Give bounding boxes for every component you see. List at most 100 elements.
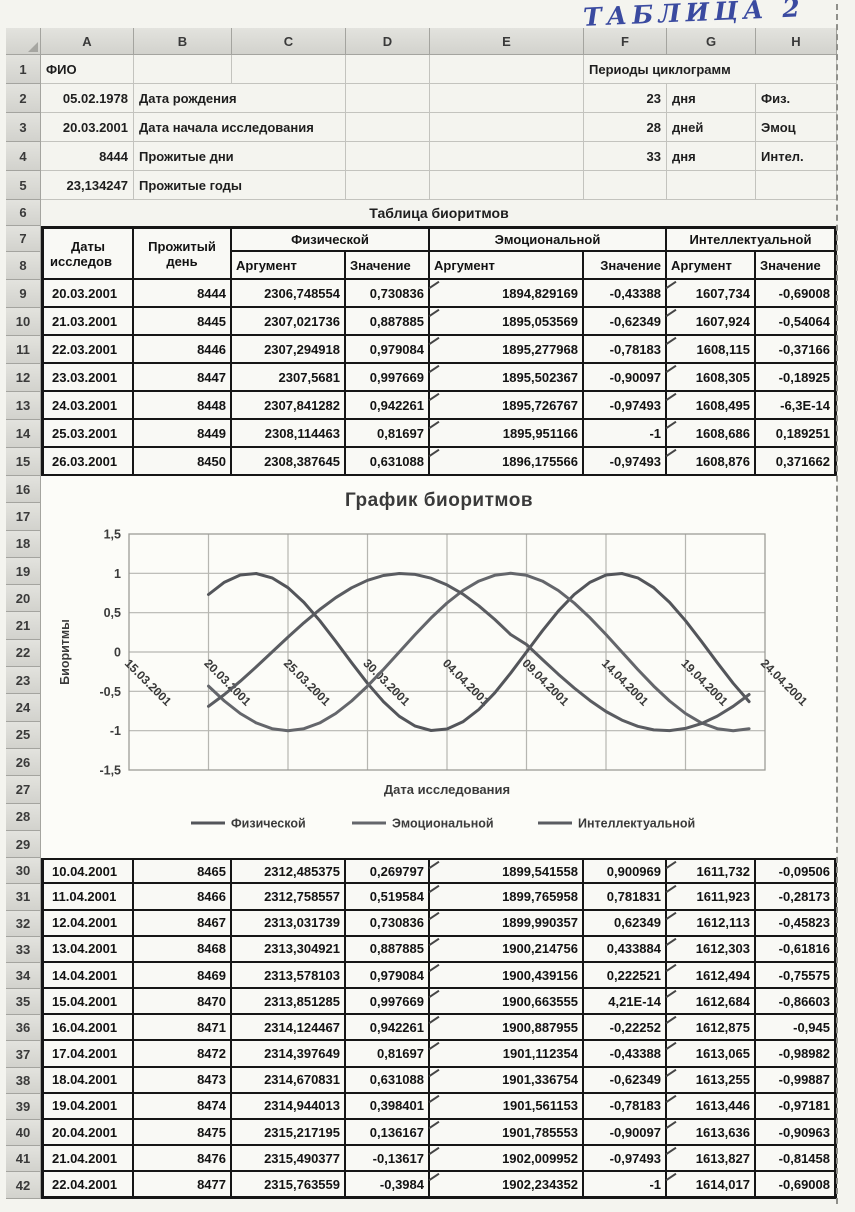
cell-G4: дня xyxy=(667,142,756,171)
cell-E11: 1895,277968 xyxy=(430,336,584,364)
cell-D10: 0,887885 xyxy=(346,308,430,336)
row-header-11: 11 xyxy=(6,336,41,364)
row-header-33: 33 xyxy=(6,936,41,963)
cell-B11: 8446 xyxy=(134,336,232,364)
cell-F34: 0,222521 xyxy=(584,962,667,990)
cell-C12: 2307,5681 xyxy=(232,364,346,392)
cell-D9: 0,730836 xyxy=(346,280,430,308)
cell-C38: 2314,670831 xyxy=(232,1067,346,1094)
row-header-24: 24 xyxy=(6,694,41,722)
y-tick-label: -0,5 xyxy=(99,685,121,699)
x-tick-label: 20.03.2001 xyxy=(201,656,254,709)
row-header-22: 22 xyxy=(6,639,41,668)
biorhythm-chart: 1,5 1 0,5 0 -0,5 -1 -1,5 15.03.2001 20.03.2001 25… xyxy=(58,490,810,831)
x-axis-label: Дата исследования xyxy=(384,782,510,797)
cell-B41: 8476 xyxy=(134,1146,232,1173)
legend-label-1: Эмоциональной xyxy=(392,817,494,831)
cell-F42: -1 xyxy=(584,1172,667,1199)
cell-G35: 1612,684 xyxy=(667,989,756,1016)
cell-F11: -0,78183 xyxy=(584,336,667,364)
row-header-21: 21 xyxy=(6,612,41,640)
cell-A11: 22.03.2001 xyxy=(41,336,134,364)
cell-E15: 1896,175566 xyxy=(430,448,584,476)
cell-A12: 23.03.2001 xyxy=(41,364,134,392)
y-axis-label: Биоритмы xyxy=(58,619,72,685)
column-header-C: C xyxy=(232,28,346,55)
row-header-42: 42 xyxy=(6,1172,41,1199)
cell-F37: -0,43388 xyxy=(584,1041,667,1068)
y-tick-label: 0 xyxy=(114,646,121,660)
cell-G37: 1613,065 xyxy=(667,1041,756,1068)
row-header-9: 9 xyxy=(6,280,41,308)
cell-E13: 1895,726767 xyxy=(430,392,584,420)
cell-H8: Значение xyxy=(756,252,837,280)
cell-B7-line2: день xyxy=(166,253,198,269)
cell-C34: 2313,578103 xyxy=(232,962,346,990)
cell-A41: 21.04.2001 xyxy=(41,1146,134,1173)
cell-B40: 8475 xyxy=(134,1120,232,1147)
cell-F4: 33 xyxy=(584,142,667,171)
cell-C33: 2313,304921 xyxy=(232,936,346,963)
cell-A14: 25.03.2001 xyxy=(41,420,134,448)
cell-H2: Физ. xyxy=(756,84,837,113)
cell-D15: 0,631088 xyxy=(346,448,430,476)
cell-E41: 1902,009952 xyxy=(430,1146,584,1173)
cell-F32: 0,62349 xyxy=(584,910,667,937)
cell-G14: 1608,686 xyxy=(667,420,756,448)
biorhythm-chart-container: 1,5 1 0,5 0 -0,5 -1 -1,5 15.03.2001 20.03.2001 25… xyxy=(41,476,837,858)
cell-H10: -0,54064 xyxy=(756,308,837,336)
row-header-20: 20 xyxy=(6,585,41,613)
x-tick-label: 04.04.2001 xyxy=(440,656,493,709)
cell-F2: 23 xyxy=(584,84,667,113)
row-header-18: 18 xyxy=(6,530,41,558)
cell-H13: -6,3E-14 xyxy=(756,392,837,420)
y-tick-label: -1 xyxy=(110,724,121,738)
column-header-A: A xyxy=(41,28,134,55)
column-header-E: E xyxy=(430,28,584,55)
row-header-36: 36 xyxy=(6,1015,41,1042)
cell-D3 xyxy=(346,113,430,142)
cell-H42: -0,69008 xyxy=(756,1172,837,1199)
cell-D11: 0,979084 xyxy=(346,336,430,364)
legend-label-2: Интеллектуальной xyxy=(578,817,695,831)
series-line-0 xyxy=(207,572,751,732)
cell-G40: 1613,636 xyxy=(667,1120,756,1147)
cell-F33: 0,433884 xyxy=(584,936,667,963)
cell-F35: 4,21E-14 xyxy=(584,989,667,1016)
cell-A5: 23,134247 xyxy=(41,171,134,200)
cell-C39: 2314,944013 xyxy=(232,1093,346,1121)
cell-A9: 20.03.2001 xyxy=(41,280,134,308)
cell-D30: 0,269797 xyxy=(346,858,430,885)
cell-C15: 2308,387645 xyxy=(232,448,346,476)
cell-D31: 0,519584 xyxy=(346,884,430,911)
cell-A15: 26.03.2001 xyxy=(41,448,134,476)
cell-F8: Значение xyxy=(584,252,667,280)
cell-B31: 8466 xyxy=(134,884,232,911)
cell-E38: 1901,336754 xyxy=(430,1067,584,1094)
cell-D5 xyxy=(346,171,430,200)
cell-H31: -0,28173 xyxy=(756,884,837,911)
cell-A38: 18.04.2001 xyxy=(41,1067,134,1094)
row-header-32: 32 xyxy=(6,910,41,937)
cell-A10: 21.03.2001 xyxy=(41,308,134,336)
row-header-31: 31 xyxy=(6,884,41,911)
cell-H34: -0,75575 xyxy=(756,962,837,990)
cell-G2: дня xyxy=(667,84,756,113)
cell-H14: 0,189251 xyxy=(756,420,837,448)
cell-E36: 1900,887955 xyxy=(430,1015,584,1042)
cell-F38: -0,62349 xyxy=(584,1067,667,1094)
cell-H36: -0,945 xyxy=(756,1015,837,1042)
cell-B14: 8449 xyxy=(134,420,232,448)
cell-F5 xyxy=(584,171,667,200)
cell-C11: 2307,294918 xyxy=(232,336,346,364)
cell-B39: 8474 xyxy=(134,1093,232,1121)
cell-F9: -0,43388 xyxy=(584,280,667,308)
cell-F31: 0,781831 xyxy=(584,884,667,911)
cell-D39: 0,398401 xyxy=(346,1093,430,1121)
row-header-17: 17 xyxy=(6,503,41,531)
cell-H33: -0,61816 xyxy=(756,936,837,963)
cell-B3: Дата начала исследования xyxy=(134,113,346,142)
cell-C31: 2312,758557 xyxy=(232,884,346,911)
cell-B35: 8470 xyxy=(134,989,232,1016)
sheet-corner xyxy=(6,28,41,55)
